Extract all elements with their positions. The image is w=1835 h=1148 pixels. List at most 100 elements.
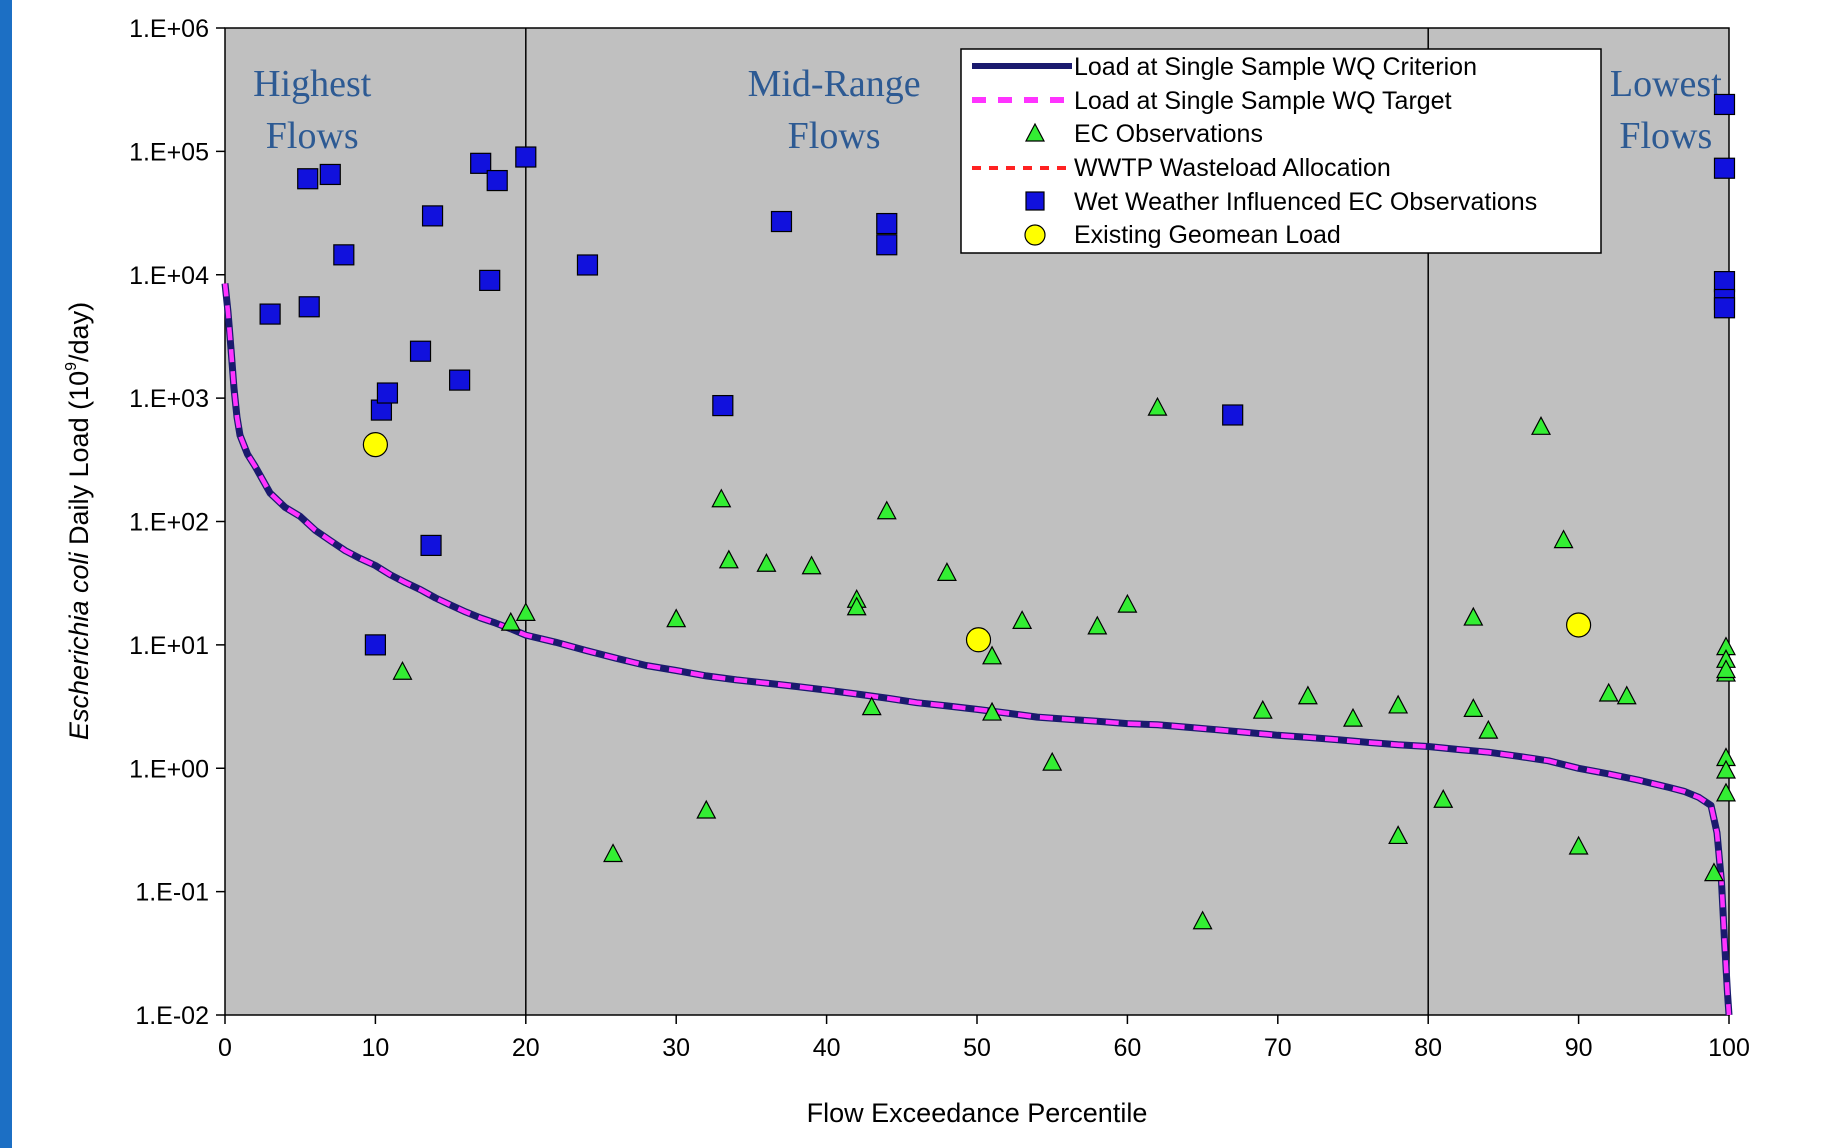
ec-observation-point: [1598, 682, 1619, 702]
zone-label-text: Flows: [1619, 115, 1712, 157]
ec-observation-point: [603, 843, 624, 863]
wet-weather-observation-point: [1713, 270, 1736, 293]
zone-label-text: Flows: [788, 115, 881, 157]
ec-observation-point: [801, 555, 822, 575]
x-tick-label: 20: [512, 1034, 540, 1062]
wet-weather-observation-point: [319, 163, 341, 186]
ec-observation-point: [1463, 698, 1484, 717]
ec-observation-point: [696, 799, 717, 819]
zone-label-text: Mid-Range: [748, 63, 921, 105]
y-axis-title-organism: Escherichia coli: [64, 551, 94, 740]
ec-observation-point: [876, 500, 897, 520]
ec-observation-point: [1117, 593, 1138, 613]
legend-swatch-ec-triangle: [1025, 122, 1045, 142]
wet-weather-observation-point: [259, 303, 281, 325]
ec-observation-point: [846, 596, 867, 616]
geomean-load-point: [965, 627, 992, 653]
ec-observation-point: [982, 701, 1003, 721]
legend-label-wwtp: WWTP Wasteload Allocation: [1074, 154, 1391, 182]
wet-weather-observation-point: [333, 244, 355, 266]
legend-label-wet-weather: Wet Weather Influenced EC Observations: [1074, 188, 1537, 216]
ec-observation-point: [718, 549, 739, 569]
wet-weather-observation-point: [1713, 297, 1736, 319]
wet-weather-observation-point: [479, 269, 501, 291]
y-tick-label: 1.E+06: [129, 15, 209, 43]
ec-observation-point: [1715, 782, 1736, 802]
ec-observation-point: [666, 608, 687, 628]
x-tick-label: 0: [218, 1034, 232, 1062]
wet-weather-observation-point: [298, 296, 320, 318]
wet-weather-observation-point: [486, 169, 508, 192]
y-tick-label: 1.E-02: [135, 1002, 209, 1030]
ec-observation-point: [1463, 606, 1484, 626]
y-tick-label: 1.E+01: [129, 632, 209, 660]
wet-weather-observation-point: [1222, 404, 1244, 426]
x-tick-label: 30: [662, 1034, 690, 1062]
legend-swatch-geomean-circle: [1024, 224, 1046, 246]
ec-observation-point: [1715, 759, 1736, 779]
y-tick-label: 1.E+00: [129, 755, 209, 783]
curve-group: [221, 283, 1733, 1016]
ec-observation-point: [756, 553, 777, 572]
zone-label-group: Highest Flows Mid-Range Flows Lowest Flows: [253, 63, 1722, 157]
wet-weather-observation-point: [576, 254, 599, 276]
legend: Load at Single Sample WQ Criterion Load …: [960, 48, 1602, 254]
ec-observation-point: [1012, 610, 1033, 629]
ec-observation-point: [711, 488, 732, 508]
wet-weather-observation-point: [515, 146, 537, 168]
x-axis-title: Flow Exceedance Percentile: [807, 1098, 1148, 1128]
wet-weather-observation-point: [420, 534, 442, 557]
ec-observation-point: [1388, 694, 1409, 714]
ec-observation-point: [1343, 707, 1363, 727]
ec-observation-point: [1297, 685, 1318, 705]
ec-observation-point: [515, 602, 536, 621]
ec-observation-point: [1433, 789, 1454, 808]
legend-label-criterion: Load at Single Sample WQ Criterion: [1074, 53, 1477, 81]
ec-observation-point: [1252, 699, 1273, 719]
ec-observation-point: [1478, 719, 1499, 739]
ec-observation-point: [1568, 835, 1589, 855]
wet-weather-observation-point: [449, 369, 471, 391]
wet-weather-observation-point: [712, 394, 734, 417]
y-axis-title-text: Daily Load (10: [64, 371, 94, 553]
wet-weather-observation-point: [876, 212, 898, 235]
wet-weather-observation-point: [470, 152, 492, 174]
ec-observation-point: [982, 645, 1003, 665]
ec-observation-point: [936, 562, 957, 581]
axes-group: 0 10 20 30 40 50 60 70 80 90 100 1.E-02 1.E-01 1.E+00…: [129, 15, 1750, 1062]
ec-observation-point: [500, 611, 521, 631]
x-tick-label: 80: [1414, 1034, 1442, 1062]
geomean-load-point: [1565, 612, 1592, 638]
legend-box: [960, 48, 1602, 254]
wet-weather-observation-point: [364, 634, 386, 656]
x-tick-label: 60: [1113, 1034, 1141, 1062]
ec-observation-point: [1703, 862, 1724, 882]
x-tick-label: 70: [1264, 1034, 1292, 1062]
y-tick-label: 1.E+04: [129, 262, 209, 290]
x-tick-label: 10: [361, 1034, 389, 1062]
legend-label-target: Load at Single Sample WQ Target: [1074, 87, 1452, 115]
ec-observation-point: [1388, 825, 1409, 845]
ec-observation-point: [1147, 396, 1168, 416]
y-tick-label: 1.E-01: [135, 879, 209, 907]
zone-label-text: Highest: [253, 63, 372, 105]
x-tick-label: 90: [1565, 1034, 1593, 1062]
y-tick-label: 1.E+05: [129, 138, 209, 166]
y-tick-label: 1.E+03: [129, 385, 209, 413]
wet-weather-observation-point: [876, 234, 898, 256]
ec-observation-point: [1087, 615, 1108, 635]
target-load-curve: [222, 283, 1732, 1016]
y-axis-title: Escherichia coli Daily Load (109/day): [63, 302, 94, 740]
legend-swatch-wet-weather-square: [1025, 191, 1045, 211]
zone-label-text: Flows: [266, 115, 359, 157]
x-tick-label: 50: [963, 1034, 991, 1062]
wet-weather-observation-point: [376, 382, 399, 404]
wet-weather-observation-point: [297, 168, 319, 190]
wet-weather-observation-point: [770, 210, 793, 233]
wet-weather-observation-point: [421, 205, 444, 227]
wet-weather-observation-point: [1713, 93, 1736, 116]
legend-label-ec-observations: EC Observations: [1074, 120, 1263, 148]
y-axis-title-exponent: 9: [63, 362, 80, 371]
